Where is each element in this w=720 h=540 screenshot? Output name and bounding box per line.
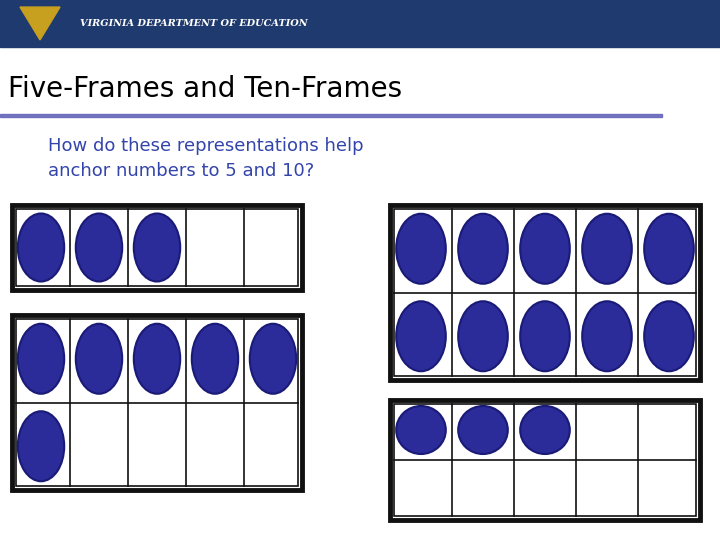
Ellipse shape: [582, 301, 632, 372]
Ellipse shape: [458, 406, 508, 454]
Bar: [0, 114, 662, 117]
Bar: [12, 315, 302, 490]
Text: How do these representations help
anchor numbers to 5 and 10?: How do these representations help anchor…: [48, 137, 364, 180]
Ellipse shape: [76, 213, 122, 281]
Bar: [0, 0, 720, 47]
Ellipse shape: [521, 406, 570, 454]
Ellipse shape: [18, 324, 64, 394]
Ellipse shape: [134, 324, 180, 394]
Ellipse shape: [521, 214, 570, 284]
Polygon shape: [20, 7, 60, 40]
Ellipse shape: [134, 213, 180, 281]
Text: Five-Frames and Ten-Frames: Five-Frames and Ten-Frames: [8, 75, 402, 103]
Bar: [390, 205, 700, 380]
Ellipse shape: [18, 213, 64, 281]
Bar: [394, 404, 696, 516]
Ellipse shape: [644, 214, 694, 284]
Ellipse shape: [458, 301, 508, 372]
Ellipse shape: [396, 214, 446, 284]
Ellipse shape: [250, 324, 296, 394]
Ellipse shape: [396, 406, 446, 454]
Bar: [394, 209, 696, 376]
Ellipse shape: [396, 301, 446, 372]
Ellipse shape: [521, 301, 570, 372]
Bar: [16, 209, 298, 286]
Ellipse shape: [18, 411, 64, 481]
Ellipse shape: [582, 214, 632, 284]
Text: VIRGINIA DEPARTMENT OF EDUCATION: VIRGINIA DEPARTMENT OF EDUCATION: [80, 19, 307, 28]
Bar: [12, 205, 302, 290]
Bar: [16, 319, 298, 486]
Ellipse shape: [76, 324, 122, 394]
Ellipse shape: [192, 324, 238, 394]
Ellipse shape: [644, 301, 694, 372]
Bar: [390, 400, 700, 520]
Ellipse shape: [458, 214, 508, 284]
